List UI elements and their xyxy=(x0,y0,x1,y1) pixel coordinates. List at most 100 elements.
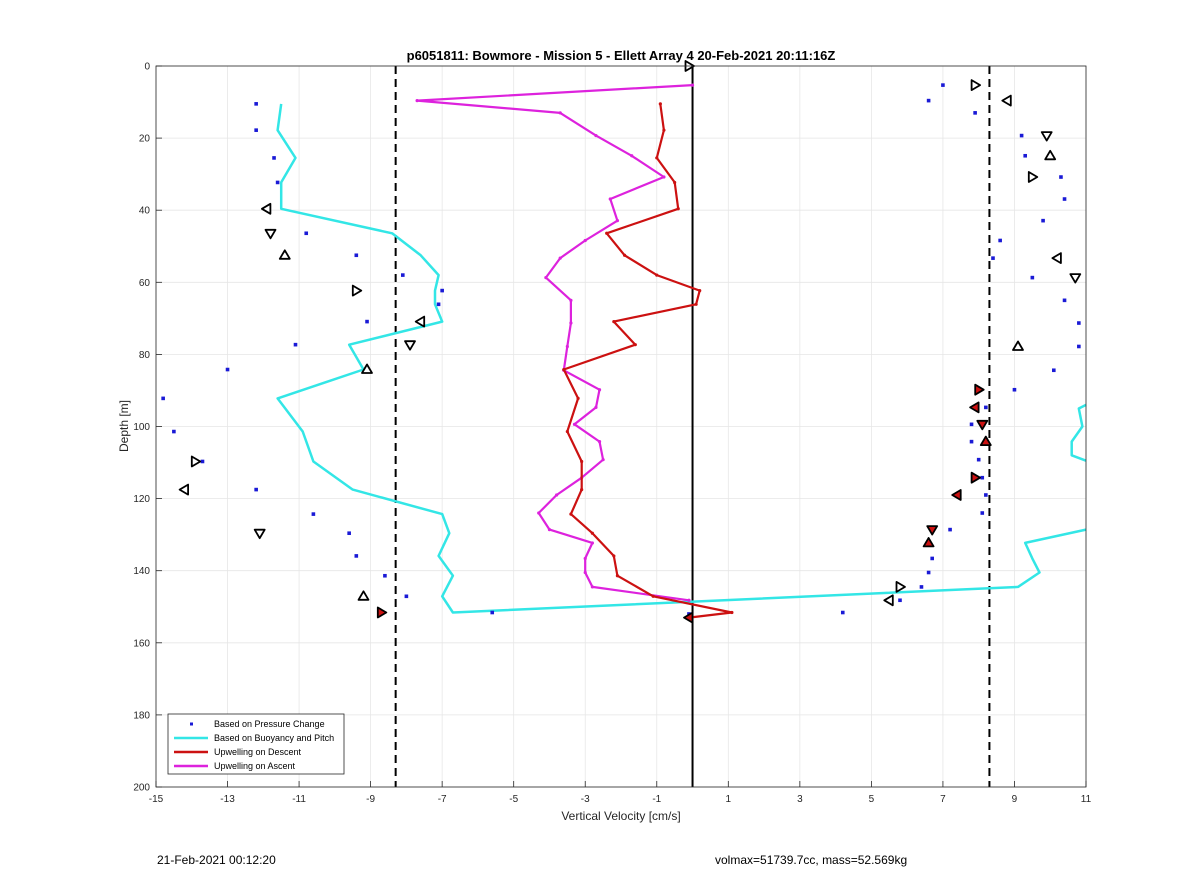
descent-point xyxy=(569,512,573,516)
ascent-point xyxy=(537,511,541,515)
legend-box xyxy=(167,713,345,775)
y-tick-label: 180 xyxy=(133,710,150,721)
pressure-change-point xyxy=(383,573,387,578)
pressure-change-point xyxy=(275,180,280,185)
pressure-change-point xyxy=(254,102,258,106)
descent-point xyxy=(655,273,659,277)
y-tick-label: 80 xyxy=(139,350,151,361)
descent-point xyxy=(633,343,637,347)
x-tick-label: 11 xyxy=(1081,794,1092,805)
ascent-point xyxy=(583,556,587,561)
ascent-point xyxy=(555,493,559,497)
ascent-direction-marker xyxy=(883,594,894,607)
x-tick-label: -7 xyxy=(438,794,447,805)
x-tick-label: 5 xyxy=(869,794,875,805)
ascent-direction-marker-filled xyxy=(979,435,992,447)
pressure-change-point xyxy=(161,396,165,401)
y-tick-label: 140 xyxy=(133,566,150,577)
ascent-direction-marker xyxy=(1012,340,1024,351)
descent-point xyxy=(605,231,609,235)
descent-point xyxy=(662,128,666,132)
pressure-change-point xyxy=(172,429,176,434)
y-tick-label: 160 xyxy=(133,638,150,649)
buoyancy-pitch-line xyxy=(1070,403,1087,462)
ascent-point xyxy=(590,541,594,545)
ascent-direction-marker-filled xyxy=(976,419,989,431)
descent-point xyxy=(694,302,698,306)
ascent-direction-marker-filled xyxy=(926,525,939,536)
ascent-point xyxy=(565,344,569,349)
pressure-change-point xyxy=(948,527,952,532)
descent-point xyxy=(576,396,580,400)
x-tick-label: -9 xyxy=(366,794,375,805)
ascent-point xyxy=(662,175,666,179)
ascent-point xyxy=(572,422,577,426)
x-tick-label: -3 xyxy=(581,794,590,805)
grid xyxy=(155,65,1087,788)
descent-point xyxy=(615,574,620,578)
ascent-direction-marker-filled xyxy=(974,383,985,396)
x-tick-label: 9 xyxy=(1012,794,1018,805)
pressure-change-point xyxy=(365,319,369,324)
pressure-change-point xyxy=(1077,321,1081,325)
descent-point xyxy=(562,367,566,372)
ascent-direction-marker-filled xyxy=(969,401,980,414)
descent-point xyxy=(612,319,616,324)
pressure-change-point xyxy=(930,556,934,561)
descent-point xyxy=(651,594,655,598)
y-tick-label: 60 xyxy=(139,278,151,289)
pressure-change-point xyxy=(404,594,409,599)
x-tick-label: 7 xyxy=(940,794,946,805)
descent-direction-marker xyxy=(361,363,373,374)
pressure-change-point xyxy=(1062,298,1067,303)
descent-direction-marker-filled xyxy=(683,611,694,624)
x-tick-label: -11 xyxy=(292,794,306,805)
reference-lines xyxy=(394,66,991,787)
descent-point xyxy=(698,288,702,293)
ascent-direction-marker-filled xyxy=(951,489,962,501)
series-layer xyxy=(161,83,1087,620)
ascent-direction-marker xyxy=(1044,149,1057,161)
pressure-change-point xyxy=(1019,133,1024,138)
pressure-change-point xyxy=(1023,153,1027,158)
y-tick-label: 120 xyxy=(133,494,150,505)
x-tick-label: 3 xyxy=(797,794,803,805)
y-axis-label: Depth [m] xyxy=(117,400,131,452)
ascent-point xyxy=(597,388,602,392)
ascent-point xyxy=(569,298,573,302)
pressure-change-point xyxy=(225,367,230,372)
pressure-change-point xyxy=(840,610,845,615)
ascent-point xyxy=(547,528,552,532)
ascent-point xyxy=(687,598,691,602)
descent-point xyxy=(673,180,677,185)
pressure-change-point xyxy=(919,585,924,589)
pressure-change-point xyxy=(1052,368,1056,373)
descent-direction-marker xyxy=(190,455,202,468)
legend: Based on Pressure Change Based on Buoyanc… xyxy=(167,713,345,775)
descent-point xyxy=(612,554,616,558)
ascent-direction-marker xyxy=(895,581,906,593)
pressure-change-point xyxy=(1041,218,1045,223)
pressure-change-point xyxy=(311,512,316,516)
descent-upwelling-line xyxy=(562,103,734,619)
ascent-direction-marker xyxy=(1027,171,1039,183)
pressure-change-point xyxy=(998,238,1002,243)
pressure-change-point xyxy=(1030,275,1035,280)
ascent-upwelling-line xyxy=(416,84,693,602)
ascent-point xyxy=(594,405,598,409)
ascent-point xyxy=(583,238,587,243)
y-tick-label: 40 xyxy=(139,206,151,217)
descent-point xyxy=(580,459,584,464)
pressure-change-point xyxy=(272,156,276,160)
ascent-point xyxy=(690,83,695,87)
ascent-direction-marker-filled xyxy=(922,537,935,548)
ascent-point xyxy=(558,111,562,115)
descent-point xyxy=(590,531,594,535)
chart-title: p6051811: Bowmore - Mission 5 - Ellett A… xyxy=(407,48,836,63)
ascent-point xyxy=(597,440,602,444)
pressure-change-point xyxy=(976,457,981,462)
x-axis-label: Vertical Velocity [cm/s] xyxy=(561,809,680,823)
pressure-change-point xyxy=(1012,387,1017,392)
pressure-change-point xyxy=(984,493,988,497)
ascent-point xyxy=(601,458,605,462)
